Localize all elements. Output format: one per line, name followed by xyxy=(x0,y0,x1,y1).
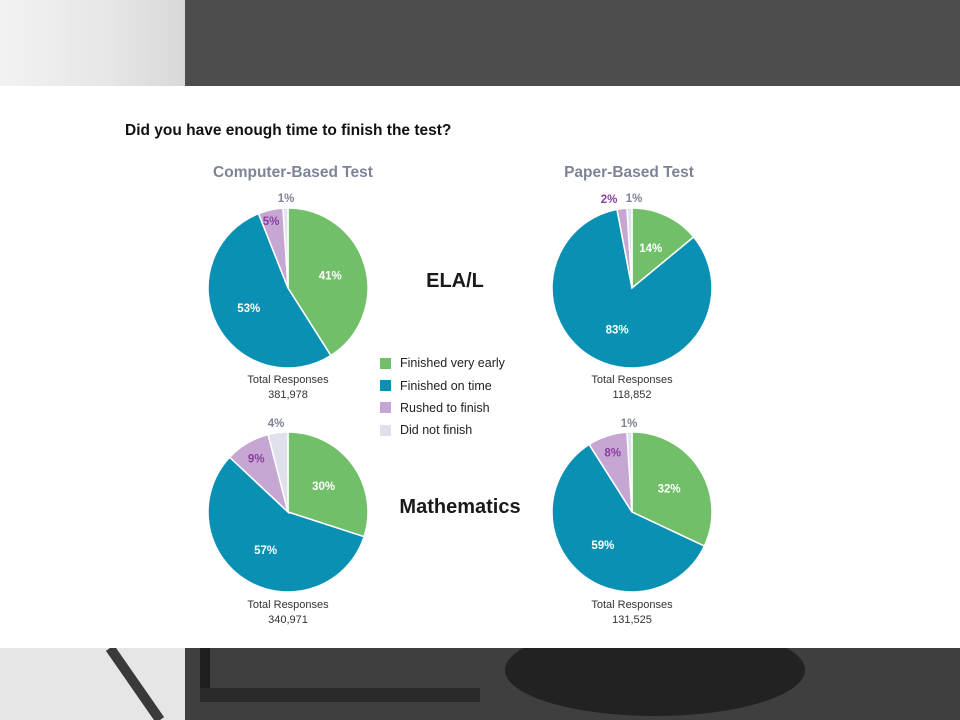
column-title-cbt: Computer-Based Test xyxy=(213,164,373,181)
legend-swatch-gray xyxy=(380,424,391,436)
pie-data-label: 1% xyxy=(621,418,638,430)
pie-slice xyxy=(267,431,289,513)
total-label: Total Responses xyxy=(591,599,673,611)
pie-slice xyxy=(207,456,366,593)
pie-data-label: 57% xyxy=(254,545,277,557)
total-value: 340,971 xyxy=(268,614,308,626)
total-math-pbt: Total Responses 131,525 xyxy=(552,598,712,628)
background-bottom-band xyxy=(185,648,960,720)
pie-ela-pbt: 14% 83% 2% 1% xyxy=(551,193,713,369)
pie-slice xyxy=(551,443,706,593)
pie-slice xyxy=(207,212,332,369)
total-ela-cbt: Total Responses 381,978 xyxy=(208,373,368,403)
pie-data-label: 53% xyxy=(237,303,260,315)
pie-data-label: 9% xyxy=(248,453,265,465)
chart-question-title: Did you have enough time to finish the t… xyxy=(125,122,452,139)
decorative-shadow xyxy=(200,648,805,716)
pie-data-label: 5% xyxy=(263,216,280,228)
pie-data-label: 4% xyxy=(268,418,285,430)
pie-ela-cbt: 41% 53% 5% 1% xyxy=(207,193,369,369)
pie-math-pbt: 32% 59% 8% 1% xyxy=(551,418,713,593)
legend-label: Finished very early xyxy=(400,356,505,371)
legend-item: Finished on time xyxy=(380,374,505,396)
pie-math-cbt: 30% 57% 9% 4% xyxy=(207,418,369,593)
legend-label: Did not finish xyxy=(400,423,473,438)
row-label-math: Mathematics xyxy=(399,496,521,518)
background-top-left xyxy=(0,0,185,86)
pie-slice xyxy=(551,208,713,369)
legend-item: Rushed to finish xyxy=(380,397,505,419)
background-bottom-left xyxy=(0,648,185,720)
pie-data-label: 83% xyxy=(606,324,629,336)
column-title-pbt: Paper-Based Test xyxy=(564,164,694,181)
legend-item: Did not finish xyxy=(380,419,505,441)
pie-data-label: 32% xyxy=(658,483,681,495)
pie-data-label: 14% xyxy=(639,243,662,255)
pie-data-label: 30% xyxy=(312,481,335,493)
pie-slice xyxy=(282,207,289,289)
pie-data-label: 59% xyxy=(591,540,614,552)
pie-data-label: 41% xyxy=(319,271,342,283)
total-ela-pbt: Total Responses 118,852 xyxy=(552,373,712,403)
pie-data-label: 8% xyxy=(604,448,621,460)
total-value: 131,525 xyxy=(612,614,652,626)
pie-data-label: 2% xyxy=(601,194,618,206)
pie-slice xyxy=(626,431,633,513)
pie-slice xyxy=(631,431,713,548)
total-label: Total Responses xyxy=(247,599,329,611)
row-label-ela: ELA/L xyxy=(426,270,484,292)
chart-legend: Finished very early Finished on time Rus… xyxy=(380,352,505,442)
legend-label: Rushed to finish xyxy=(400,400,490,415)
decorative-stroke xyxy=(105,648,165,720)
pie-slice xyxy=(626,207,633,289)
legend-swatch-blue xyxy=(380,380,391,392)
legend-item: Finished very early xyxy=(380,352,505,374)
total-math-cbt: Total Responses 340,971 xyxy=(208,598,368,628)
pie-slice xyxy=(287,431,369,538)
background-top-band xyxy=(185,0,960,86)
pie-data-label: 1% xyxy=(626,193,643,205)
total-label: Total Responses xyxy=(591,374,673,386)
legend-swatch-green xyxy=(380,357,391,369)
total-label: Total Responses xyxy=(247,374,329,386)
pie-data-label: 1% xyxy=(278,193,295,205)
pie-slice xyxy=(631,207,695,290)
slide-content xyxy=(0,86,960,648)
total-value: 118,852 xyxy=(612,389,652,401)
total-value: 381,978 xyxy=(268,389,308,401)
legend-label: Finished on time xyxy=(400,378,492,393)
legend-swatch-purple xyxy=(380,402,391,414)
